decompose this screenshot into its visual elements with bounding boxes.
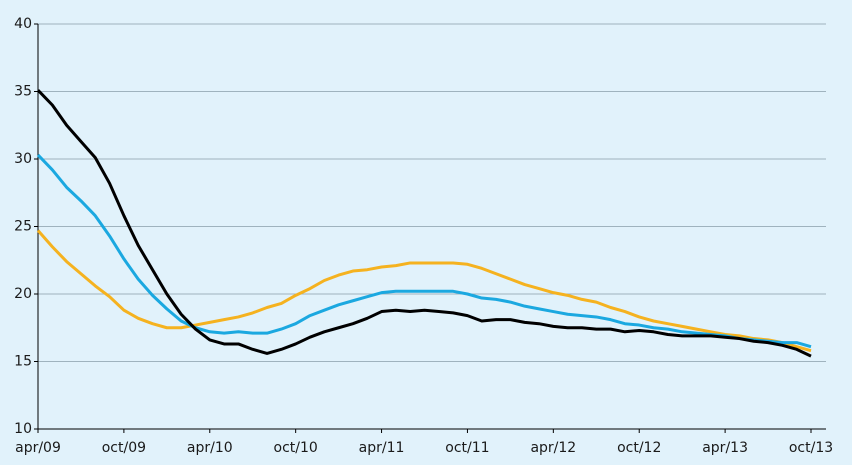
x-tick-label: oct/10 <box>274 440 318 456</box>
y-tick-label: 20 <box>14 286 32 302</box>
series-line <box>36 89 812 358</box>
y-tick-label: 25 <box>14 219 32 235</box>
x-tick-label: apr/11 <box>359 440 405 456</box>
x-tick-label: oct/12 <box>617 440 661 456</box>
x-tick-label: oct/09 <box>102 440 146 456</box>
y-tick-label: 10 <box>14 421 32 437</box>
y-tick-label: 35 <box>14 84 32 100</box>
y-tick-label: 30 <box>14 151 32 167</box>
series-line <box>36 153 812 349</box>
x-tick-label: apr/09 <box>15 440 61 456</box>
x-tick-label: oct/11 <box>445 440 489 456</box>
x-tick-label: oct/13 <box>789 440 833 456</box>
x-tick-label: apr/10 <box>187 440 233 456</box>
y-tick-label: 15 <box>14 354 32 370</box>
y-tick-label: 40 <box>14 16 32 32</box>
series-line <box>36 229 812 353</box>
x-tick-label: apr/13 <box>702 440 748 456</box>
x-tick-label: apr/12 <box>530 440 576 456</box>
